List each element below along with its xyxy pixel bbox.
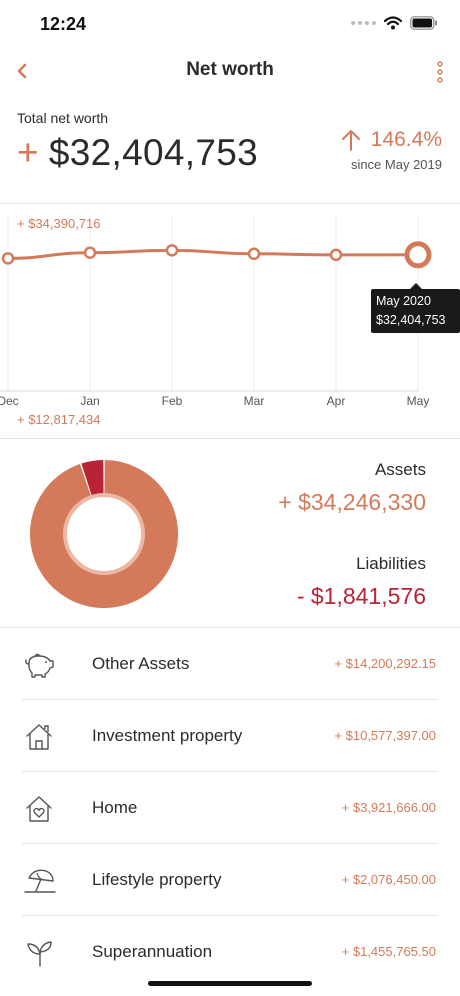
x-tick-label: Apr	[327, 394, 346, 408]
line-chart[interactable]: + $34,390,716 + $12,817,434 Dec Jan Feb Mar…	[0, 205, 460, 439]
net-worth-summary: Total net worth + $32,404,753 146.4% sinc…	[0, 104, 460, 204]
status-icons	[351, 16, 438, 30]
chart-max-label: + $34,390,716	[17, 216, 101, 231]
signal-icon	[351, 21, 376, 25]
total-net-worth-amount: $32,404,753	[48, 132, 258, 173]
tooltip-value: $32,404,753	[376, 313, 446, 327]
piggy-bank-icon	[25, 653, 54, 678]
x-tick-label: Mar	[244, 394, 265, 408]
change-percent: 146.4%	[370, 128, 442, 151]
liabilities-label: Liabilities	[356, 554, 426, 573]
asset-name: Superannuation	[92, 942, 213, 961]
data-points	[1, 241, 432, 269]
tooltip-date: May 2020	[376, 294, 431, 308]
donut-inner-ring	[63, 493, 145, 575]
nav-bar: Net worth	[0, 48, 460, 94]
status-bar: 12:24	[0, 0, 460, 48]
series-line	[6, 248, 420, 260]
plant-sprout-icon	[27, 941, 52, 967]
status-time: 12:24	[40, 14, 87, 34]
asset-name: Lifestyle property	[92, 870, 222, 889]
asset-amount: + $2,076,450.00	[341, 872, 436, 887]
asset-amount: + $3,921,666.00	[341, 800, 436, 815]
assets-slice[interactable]	[29, 460, 178, 608]
back-button[interactable]	[10, 58, 36, 84]
donut-chart[interactable]	[28, 458, 180, 610]
list-item-other-assets[interactable]: Other Assets + $14,200,292.15	[22, 628, 438, 700]
more-options-icon[interactable]	[434, 60, 446, 84]
asset-amount: + $1,455,765.50	[341, 944, 436, 959]
asset-name: Other Assets	[92, 654, 190, 673]
data-point[interactable]	[165, 244, 179, 257]
beach-umbrella-icon	[24, 869, 56, 893]
data-point[interactable]	[247, 247, 261, 261]
page-title: Net worth	[186, 59, 274, 80]
list-item-superannuation[interactable]: Superannuation + $1,455,765.50	[22, 916, 438, 988]
wifi-icon	[384, 16, 402, 30]
home-indicator[interactable]	[148, 981, 312, 986]
house-icon	[26, 724, 52, 750]
x-tick-label: Dec	[0, 394, 19, 408]
total-net-worth-value: + $32,404,753	[17, 132, 258, 174]
asset-name: Home	[92, 798, 138, 817]
asset-amount: + $10,577,397.00	[334, 728, 436, 743]
chart-grid	[7, 215, 419, 391]
net-worth-chart[interactable]: + $34,390,716 + $12,817,434 Dec Jan Feb Mar…	[0, 205, 460, 439]
selected-data-point[interactable]	[404, 241, 432, 269]
chart-tooltip: May 2020 $32,404,753	[371, 283, 460, 333]
data-point[interactable]	[83, 246, 97, 260]
liabilities-slice[interactable]	[81, 460, 104, 497]
list-item-home[interactable]: Home + $3,921,666.00	[22, 772, 438, 844]
x-axis-ticks: Dec Jan Feb Mar Apr May	[0, 394, 429, 408]
asset-list: Other Assets + $14,200,292.15 Investment…	[22, 628, 438, 988]
data-point[interactable]	[1, 252, 15, 265]
home-heart-icon	[26, 796, 52, 822]
x-tick-label: May	[407, 394, 430, 408]
assets-liabilities-breakdown: Assets + $34,246,330 Liabilities - $1,84…	[0, 440, 460, 628]
x-tick-label: Feb	[162, 394, 183, 408]
change-indicator: 146.4%	[341, 128, 442, 152]
assets-value: + $34,246,330	[278, 489, 426, 515]
liabilities-value: - $1,841,576	[296, 583, 426, 609]
positive-sign: +	[17, 132, 39, 173]
change-since: since May 2019	[350, 157, 442, 172]
battery-icon	[410, 16, 437, 30]
total-net-worth-label: Total net worth	[17, 110, 109, 126]
asset-amount: + $14,200,292.15	[334, 656, 436, 671]
list-item-investment-property[interactable]: Investment property + $10,577,397.00	[22, 700, 438, 772]
chart-min-label: + $12,817,434	[17, 412, 101, 427]
data-point[interactable]	[329, 248, 343, 262]
arrow-up-icon	[341, 130, 360, 151]
list-item-lifestyle-property[interactable]: Lifestyle property + $2,076,450.00	[22, 844, 438, 916]
assets-label: Assets	[374, 460, 426, 479]
x-tick-label: Jan	[80, 394, 99, 408]
asset-name: Investment property	[92, 726, 243, 745]
